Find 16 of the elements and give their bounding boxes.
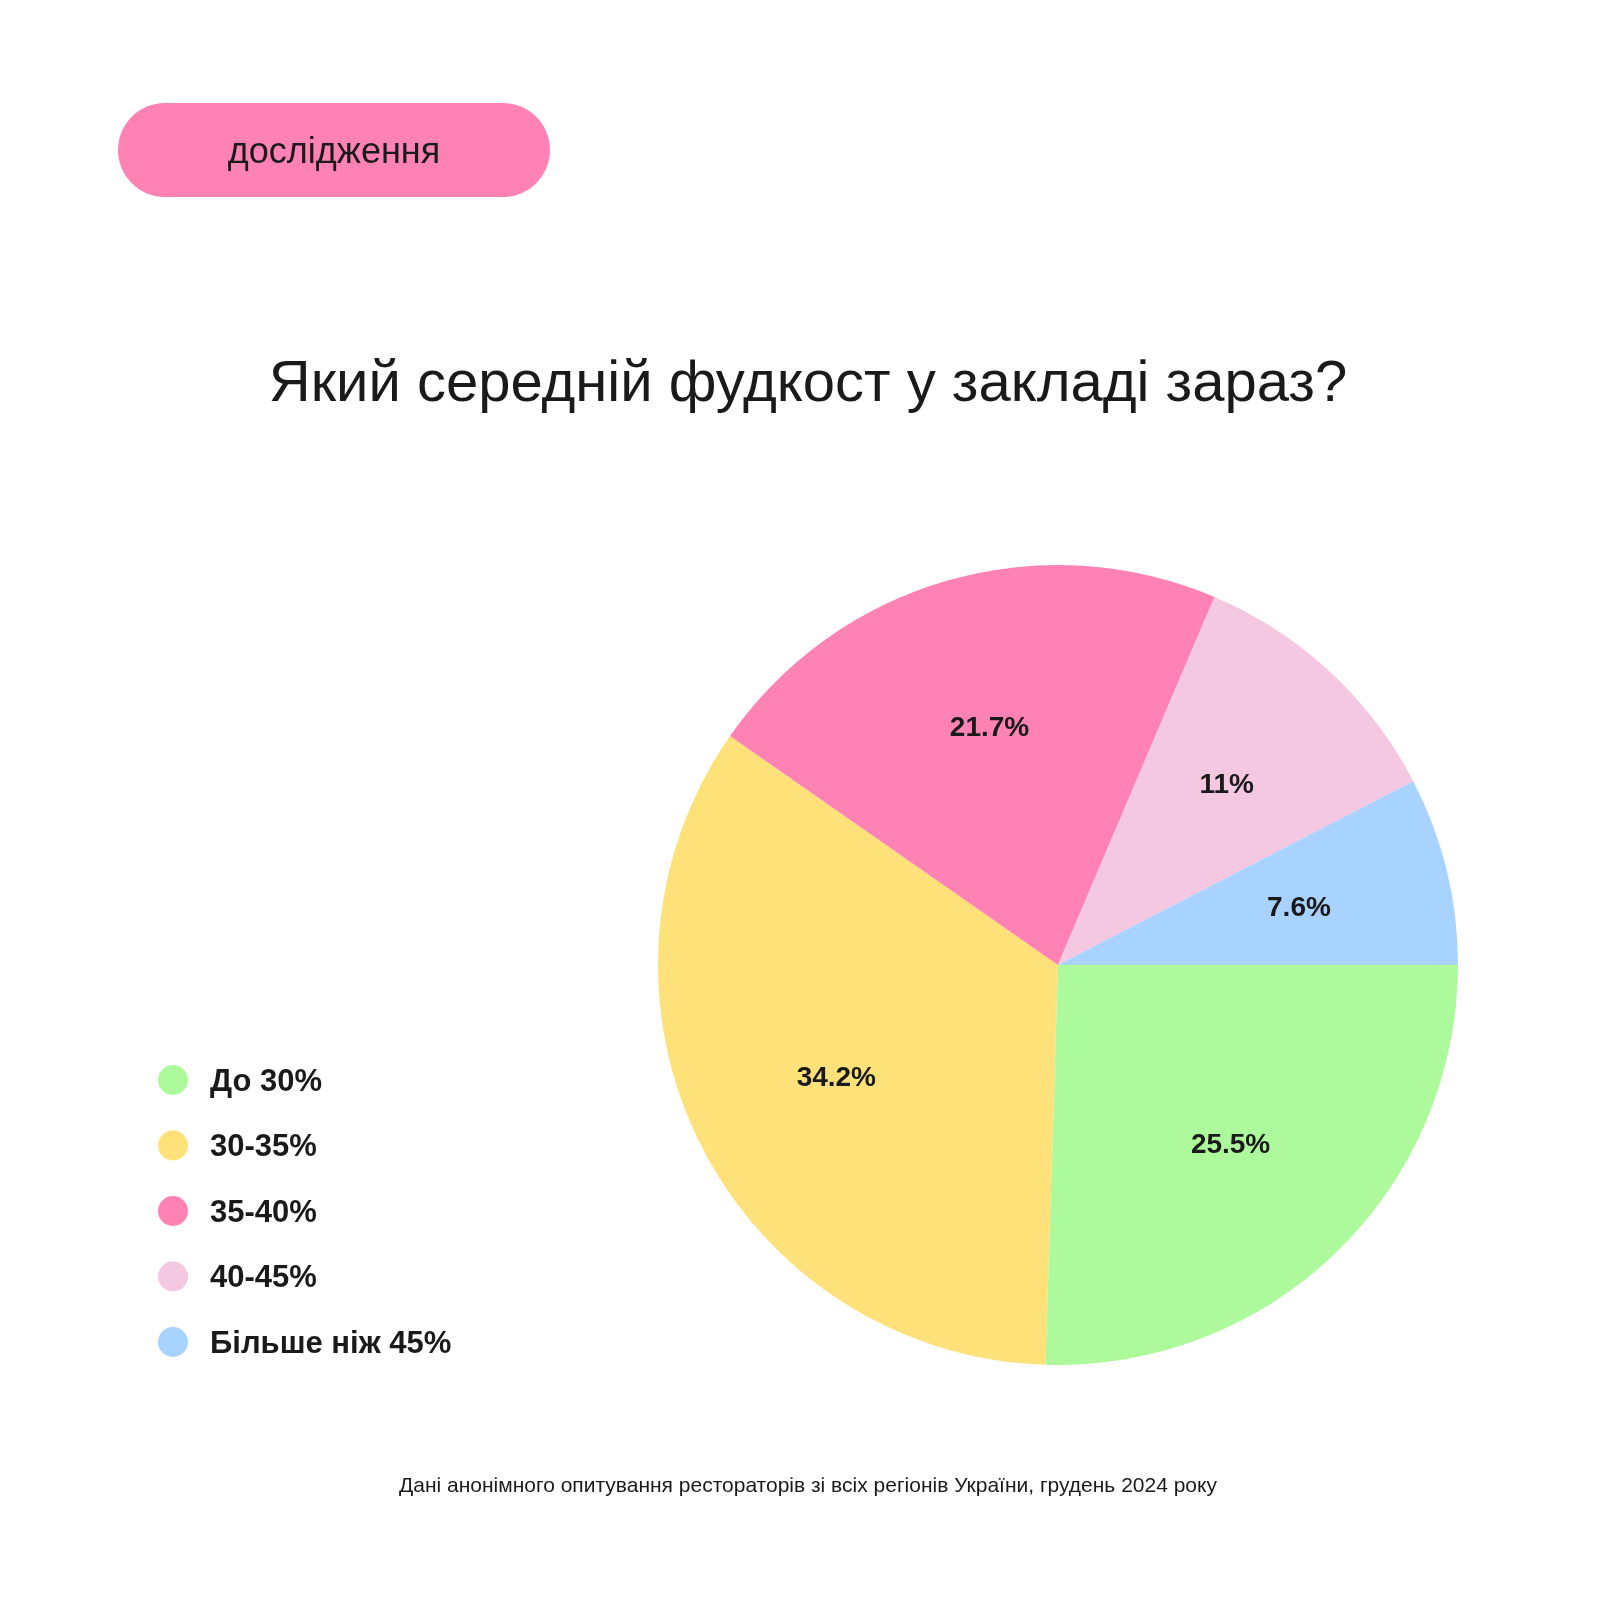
chart-title: Який середній фудкост у закладі зараз? [268, 347, 1348, 413]
data-label: 21.7% [949, 711, 1030, 743]
legend-label: 40-45% [210, 1259, 317, 1294]
legend-label: 30-35% [210, 1128, 317, 1163]
data-label: 11% [1199, 767, 1254, 799]
data-label: 34.2% [796, 1060, 877, 1092]
text: дослідження [227, 129, 441, 171]
legend-label: Більше ніж 45% [210, 1324, 452, 1360]
pie-slice [1045, 965, 1458, 1365]
pie-slice [1058, 596, 1414, 965]
data-label: 25.5% [1190, 1127, 1271, 1159]
legend-label: 35-40% [210, 1193, 317, 1229]
pie-slice [658, 736, 1058, 1365]
data-label: 7.6% [1267, 890, 1331, 922]
legend-label: До 30% [210, 1062, 323, 1098]
text: Дані анонімного опитування рестораторів зі всіх регіонів України, грудень 2024 року [399, 1472, 1218, 1496]
